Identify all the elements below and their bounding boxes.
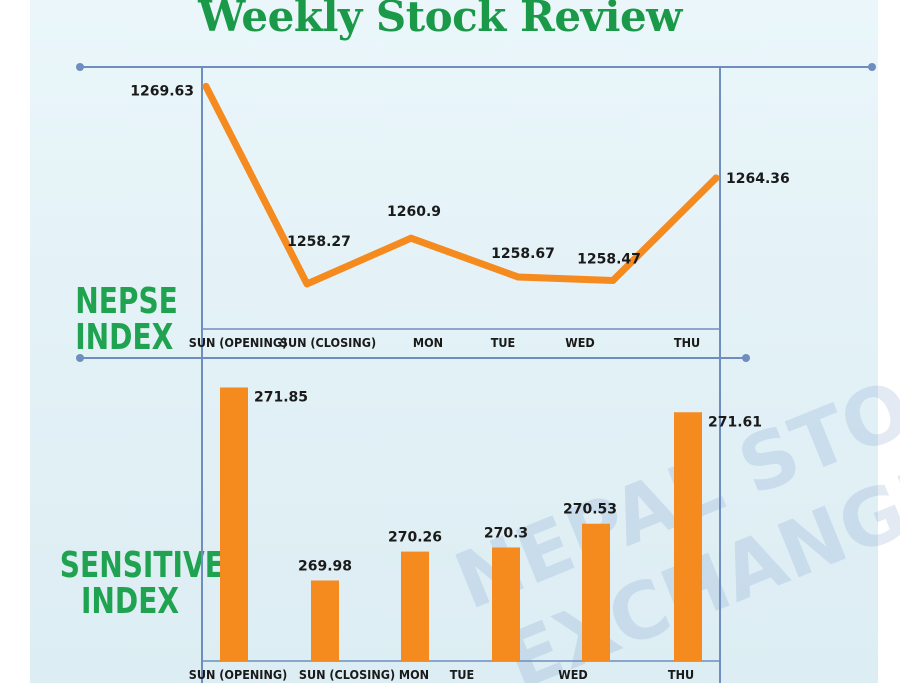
sensitive-index-label: SENSITIVE INDEX [59,545,224,622]
sensitive-x-tick-label: MON [399,667,429,682]
nepse-data-label: 1260.9 [387,204,441,220]
frame-dot [868,63,876,71]
nepse-x-tick-label: TUE [491,335,516,350]
nepse-data-label: 1269.63 [130,83,194,99]
nepse-x-tick-label: MON [413,335,443,350]
nepse-point [407,234,415,242]
nepse-x-tick-label: THU [674,335,700,350]
sensitive-data-label: 270.53 [563,502,617,518]
frame-dot [76,354,84,362]
nepse-point [609,276,617,284]
page-margin [878,0,900,683]
nepse-point [712,174,720,182]
nepse-label-line1: NEPSE [75,281,178,322]
sensitive-bar [492,547,520,661]
chart-frame [76,63,876,683]
nepse-point [514,273,522,281]
sensitive-bar [401,551,429,661]
nepse-x-tick-label: SUN (OPENING) [189,335,288,350]
sensitive-data-label: 270.3 [484,525,528,541]
sensitive-bar [674,412,702,661]
sensitive-bar-chart: 271.85 269.98 270.26 270.3 270.53 271.61 SUN (… [189,387,762,682]
nepse-data-label: 1258.67 [491,246,555,262]
sensitive-bar [582,523,610,661]
sensitive-x-tick-label: THU [668,667,694,682]
sensitive-data-label: 271.61 [708,414,762,430]
sensitive-x-tick-label: SUN (CLOSING) [299,667,395,682]
nepse-x-tick-label: SUN (CLOSING) [280,335,376,350]
nepse-point [202,82,210,90]
frame-dot [76,63,84,71]
frame-dot [742,354,750,362]
nepse-series-line [202,82,720,288]
sensitive-x-tick-label: SUN (OPENING) [189,667,288,682]
nepse-data-label: 1258.27 [287,234,351,250]
sensitive-data-label: 270.26 [388,530,442,546]
page-title: Weekly Stock Review [198,0,682,41]
nepse-label-line2: INDEX [75,317,174,358]
sensitive-bar [220,387,248,661]
nepse-line-chart: 1269.63 1258.27 1260.9 1258.67 1258.47 1264.3… [130,82,790,350]
nepse-index-label: NEPSE INDEX [75,281,178,358]
sensitive-x-tick-label: WED [558,667,587,682]
sensitive-bar [311,580,339,661]
sensitive-label-line2: INDEX [80,581,180,622]
nepse-x-tick-label: WED [565,335,594,350]
chart-canvas [30,0,878,683]
nepse-data-label: 1258.47 [577,251,641,267]
nepse-point [303,280,311,288]
sensitive-x-tick-label: TUE [450,667,475,682]
sensitive-data-label: 269.98 [298,558,352,574]
sensitive-label-line1: SENSITIVE [59,545,224,586]
nepse-data-label: 1264.36 [726,171,790,187]
sensitive-data-label: 271.85 [254,389,308,405]
